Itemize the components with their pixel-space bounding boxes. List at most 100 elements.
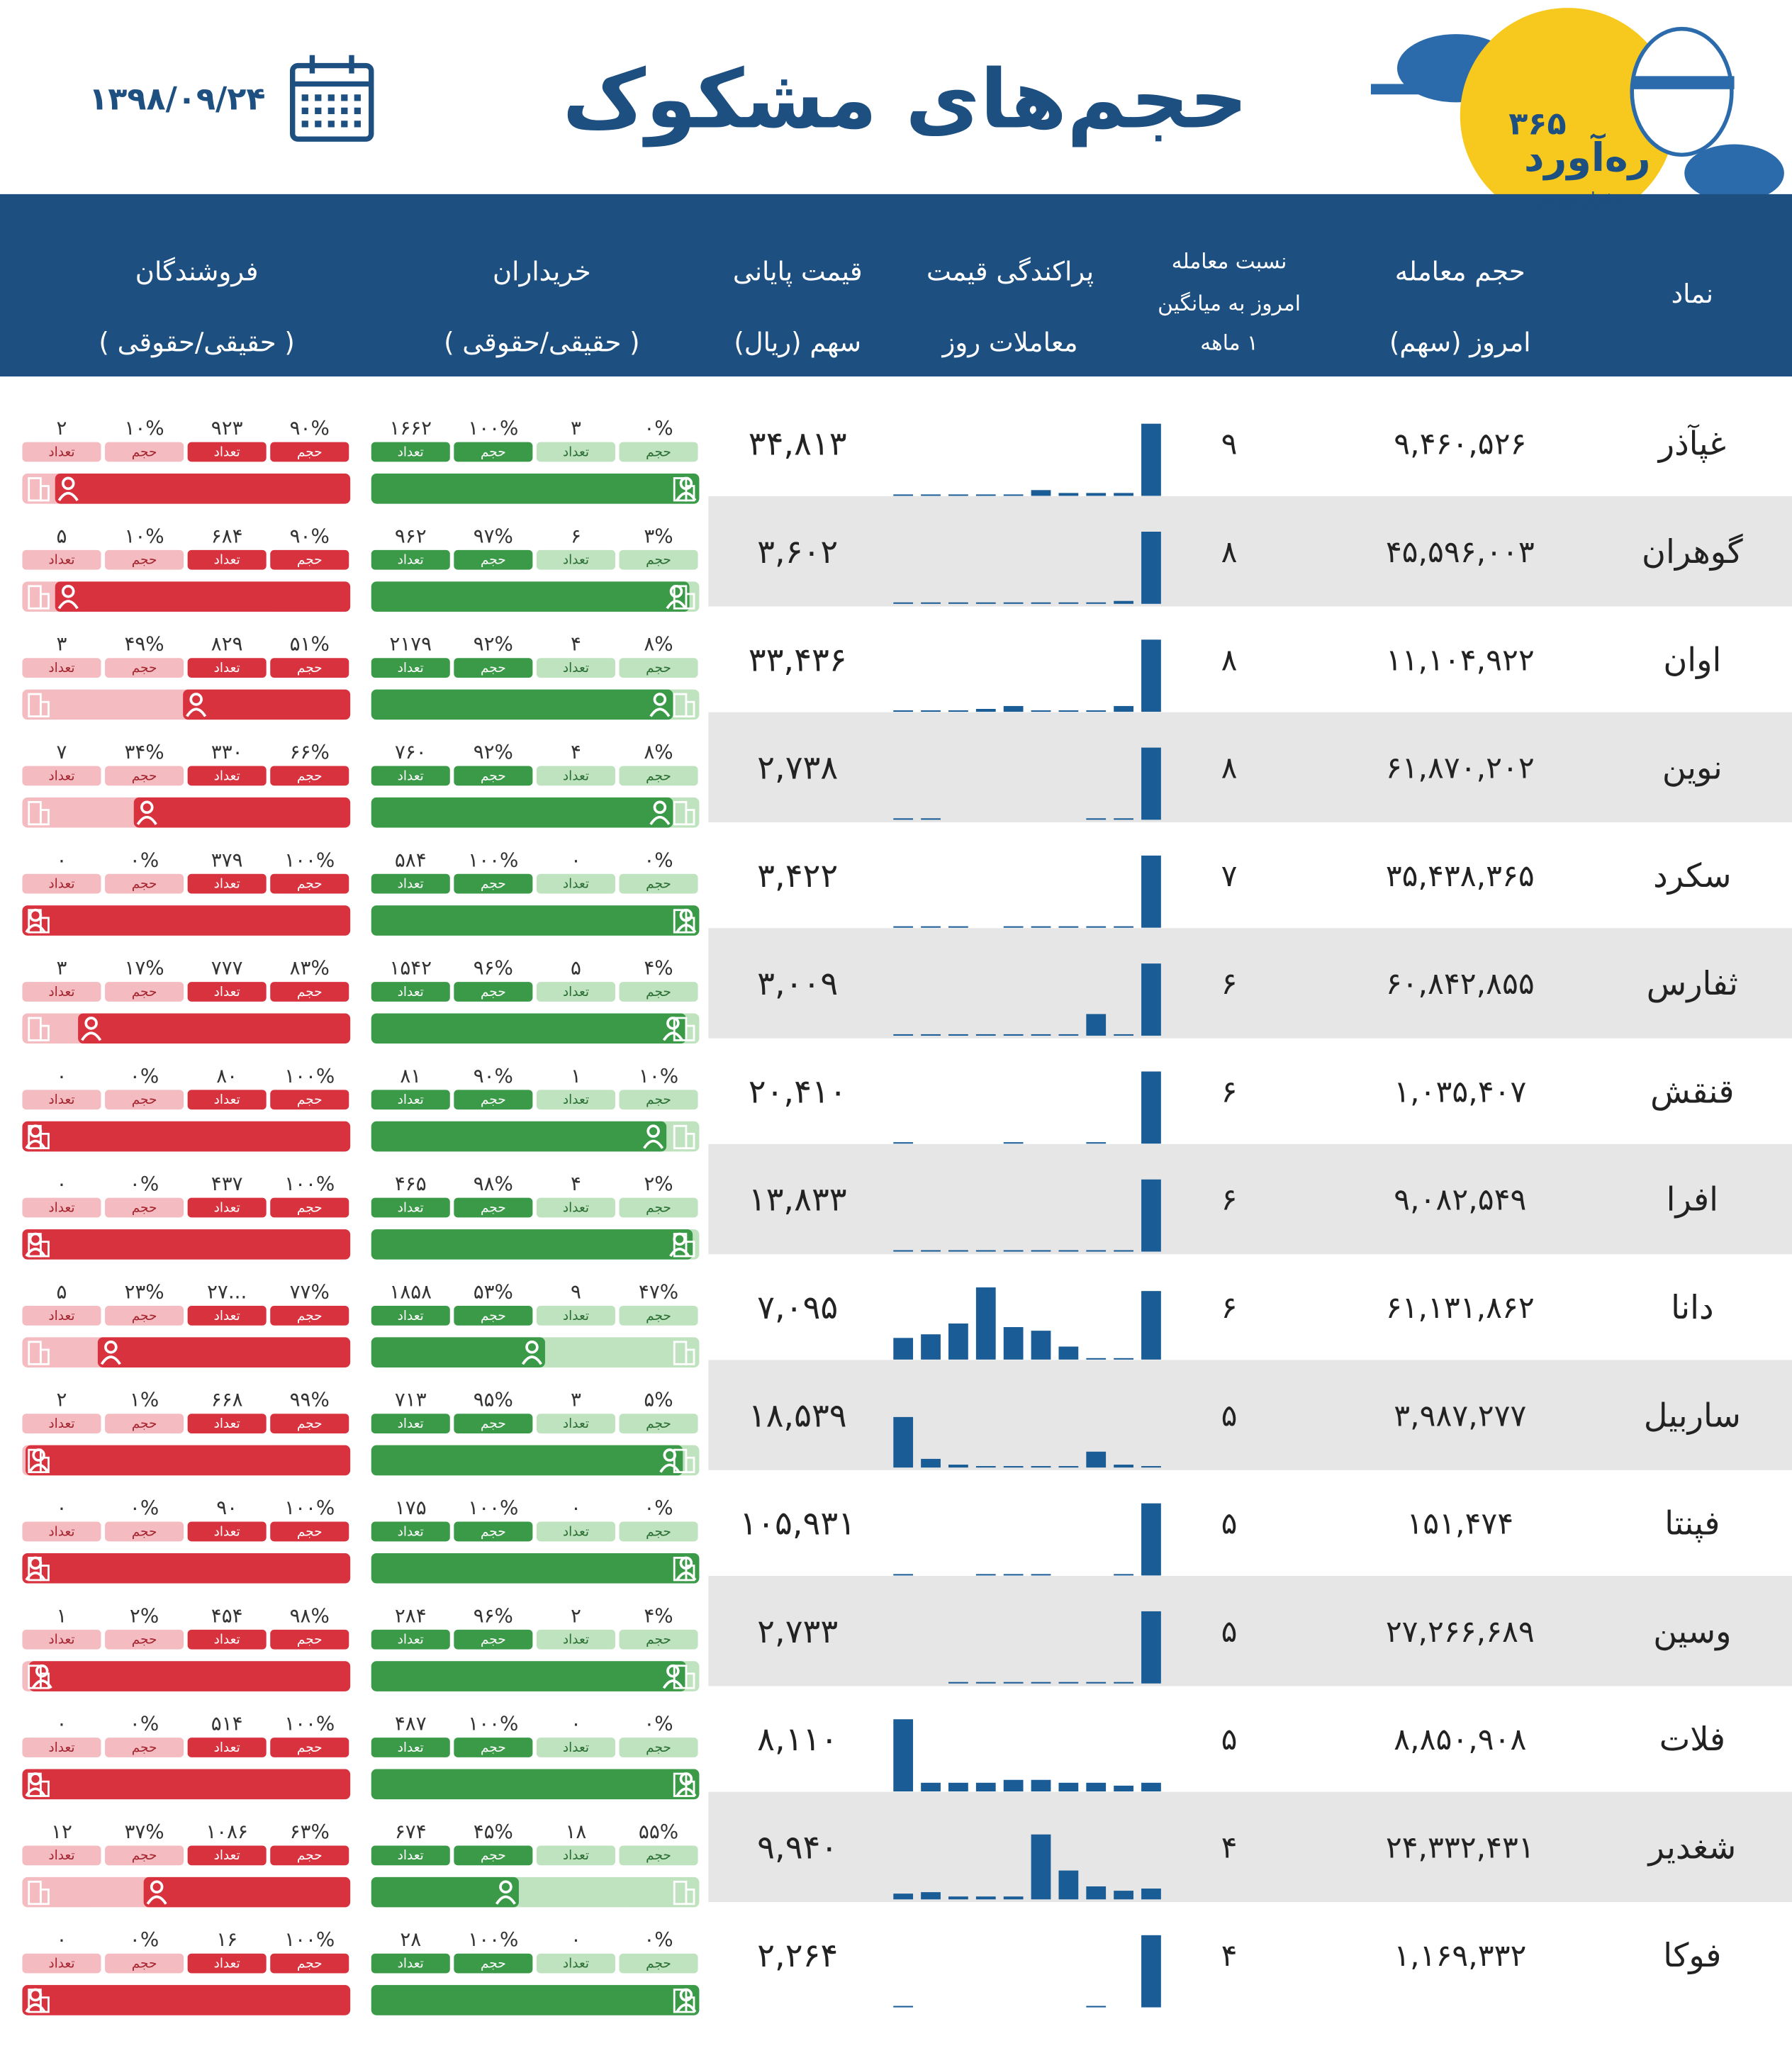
buyer-chip-label: حجم	[481, 985, 506, 1000]
column-header: ۱ ماهه	[1200, 330, 1258, 354]
hist-bar	[921, 1034, 941, 1036]
calendar-dot	[341, 107, 348, 114]
building-icon	[685, 1672, 695, 1689]
hist-bar	[948, 710, 968, 712]
buyer-value: ۴%	[644, 956, 673, 980]
buyer-chip	[619, 1738, 698, 1757]
seller-chip	[22, 1305, 101, 1326]
buyer-chip-label: حجم	[481, 1200, 506, 1215]
buyer-chip-label: حجم	[646, 1416, 671, 1431]
person-icon	[662, 1031, 683, 1041]
buyer-chip-label: تعداد	[398, 553, 424, 568]
person-icon	[25, 1248, 46, 1258]
hist-bar	[1031, 1682, 1051, 1684]
hist-bar	[1114, 926, 1133, 928]
column-header: قیمت پایانی	[733, 256, 863, 286]
seller-chip-label: حجم	[297, 1200, 323, 1215]
buyer-chip	[454, 1197, 533, 1218]
seller-chip	[22, 766, 101, 786]
buyer-chip	[536, 1414, 615, 1434]
buyer-bar	[371, 1013, 686, 1044]
hist-bar	[1058, 1682, 1079, 1684]
seller-chip	[105, 1845, 184, 1866]
column-header: نماد	[1671, 279, 1713, 309]
seller-chip	[270, 1845, 349, 1866]
buyer-chip	[454, 1090, 533, 1110]
seller-bar	[22, 1553, 351, 1584]
column-header: پراکندگی قیمت	[926, 256, 1094, 286]
volume: ۱۵۱,۴۷۴	[1406, 1506, 1513, 1542]
buyer-chip-label: تعداد	[398, 1200, 424, 1215]
seller-value: ۷۷۷	[211, 956, 243, 980]
buyer-chip-label: حجم	[646, 1524, 671, 1539]
column-header: معاملات روز	[941, 327, 1077, 357]
ratio: ۶	[1221, 1074, 1238, 1109]
seller-value: ۰	[57, 848, 67, 871]
buyer-chip	[371, 549, 450, 570]
seller-chip-label: تعداد	[48, 768, 74, 783]
symbol: فلات	[1659, 1720, 1725, 1758]
buyer-chip	[454, 1305, 533, 1326]
seller-value: ۰	[57, 1712, 67, 1735]
buyer-bar	[371, 1661, 686, 1691]
person-icon	[25, 924, 46, 934]
hist-bar	[1141, 1935, 1161, 2008]
seller-bar	[22, 1229, 351, 1260]
person-icon	[140, 800, 154, 815]
buyer-value: ۴۷%	[639, 1280, 678, 1303]
row-band	[708, 1791, 1792, 1903]
calendar-dot	[327, 94, 335, 101]
seller-value: ۱%	[130, 1388, 159, 1411]
buyer-chip-label: تعداد	[398, 985, 424, 1000]
seller-chip-label: حجم	[297, 985, 323, 1000]
calendar-dot	[341, 121, 348, 128]
buyer-chip-label: تعداد	[398, 1416, 424, 1431]
buyer-value: ۷۶۰	[395, 740, 427, 763]
seller-chip-label: تعداد	[48, 985, 74, 1000]
volume: ۶۱,۱۳۱,۸۶۲	[1386, 1290, 1535, 1326]
buyer-chip-label: تعداد	[398, 768, 424, 783]
building-icon	[39, 593, 50, 610]
buyer-bar	[371, 797, 673, 828]
hist-bar	[1141, 1611, 1161, 1684]
buyer-chip	[619, 982, 698, 1002]
seller-chip-label: تعداد	[48, 1092, 74, 1107]
hist-bar	[893, 1250, 914, 1252]
seller-chip	[105, 442, 184, 462]
seller-chip-label: حجم	[297, 1848, 323, 1863]
seller-chip-label: حجم	[132, 553, 157, 568]
buyer-chip	[536, 982, 615, 1002]
seller-chip	[22, 1953, 101, 1974]
seller-value: ۰	[57, 1172, 67, 1195]
buyer-value: ۴۶۵	[395, 1172, 427, 1195]
logo-name: ره‌آورد	[1524, 133, 1651, 181]
seller-chip-label: حجم	[132, 444, 157, 459]
buyer-value: ۳%	[644, 524, 673, 547]
seller-value: ۵۱%	[290, 632, 330, 656]
building-icon	[39, 917, 50, 934]
balloon-band	[1632, 76, 1735, 89]
seller-value: ۹۰%	[290, 524, 330, 547]
seller-chip	[187, 1629, 267, 1650]
person-icon	[186, 707, 207, 717]
buyer-bar	[371, 1121, 667, 1152]
hist-bar	[1114, 600, 1133, 604]
buyer-value: ۵%	[644, 1388, 673, 1411]
buyer-chip	[371, 766, 450, 786]
seller-chip-label: حجم	[132, 768, 157, 783]
seller-chip-label: حجم	[132, 661, 157, 676]
seller-chip	[270, 1197, 349, 1218]
calendar-icon	[289, 55, 374, 142]
price: ۳,۰۰۹	[757, 964, 838, 1002]
hist-bar	[893, 710, 914, 712]
buyer-chip	[454, 1845, 533, 1866]
buyer-value: ۵۳%	[474, 1280, 513, 1303]
hist-bar	[893, 1034, 914, 1036]
seller-value: ۹۹%	[290, 1388, 330, 1411]
hist-bar	[893, 926, 914, 928]
column-header: امروز (سهم)	[1389, 327, 1531, 357]
seller-bar	[55, 474, 351, 504]
buyer-chip	[371, 1197, 450, 1218]
row-band	[708, 1575, 1792, 1686]
